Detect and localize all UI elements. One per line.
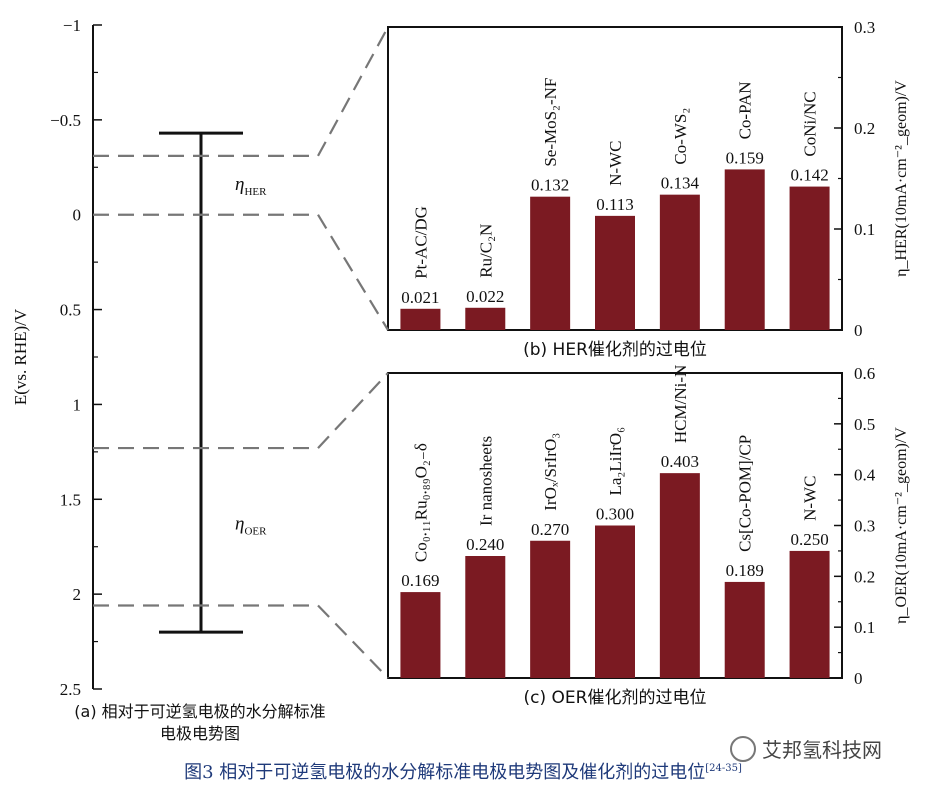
panel-c-tick-label: 0.3	[854, 517, 875, 536]
figure-caption: 图3 相对于可逆氢电极的水分解标准电极电势图及催化剂的过电位[24-35]	[0, 758, 926, 784]
panel-c-tick-label: 0.4	[854, 466, 876, 485]
panel-a-caption-line2: 电极电势图	[160, 724, 240, 743]
panel-a-y-label: E(vs. RHE)/V	[11, 308, 30, 405]
panel-b-bar	[724, 169, 765, 330]
panel-b-tick-label: 0.2	[854, 119, 875, 138]
panel-c-connector-bottom	[93, 604, 389, 679]
panel-b-value-label: 0.132	[531, 176, 569, 195]
wechat-icon	[730, 735, 756, 762]
panel-b-y-label: η_HER(10mA·cm⁻²_geom)/V	[893, 80, 910, 277]
panel-b-value-label: 0.142	[790, 166, 828, 185]
figure-caption-text: 图3 相对于可逆氢电极的水分解标准电极电势图及催化剂的过电位	[184, 762, 706, 783]
panel-c-value-label: 0.250	[790, 530, 828, 549]
panel-b-value-label: 0.134	[661, 174, 700, 193]
panel-b-connector-bottom	[93, 213, 389, 331]
panel-b-connector-top	[93, 26, 389, 158]
panel-c-value-label: 0.300	[596, 505, 634, 524]
panel-c: 0 0.1 0.2 0.3 0.4 0.5 0.6 0.169 Co₀.₁₁Ru₀.₈₉O₂₋δ…	[93, 364, 910, 708]
panel-c-tick-label: 0.6	[854, 364, 875, 383]
watermark: 艾邦氢科技网	[730, 734, 882, 763]
panel-a-tick-label: −0.5	[50, 111, 81, 130]
panel-b-bar	[595, 215, 635, 330]
panel-b-category-label: Se-MoS₂-NF	[541, 78, 560, 167]
panel-c-connector-top	[93, 372, 389, 450]
panel-c-bar	[400, 592, 441, 678]
figure-caption-refs: [24-35]	[705, 763, 742, 774]
panel-b-category-label: Pt-AC/DG	[411, 206, 430, 279]
panel-c-bar	[659, 473, 700, 678]
panel-b-category-label: CoNi/NC	[801, 91, 820, 156]
panel-b-bar	[530, 196, 571, 330]
panel-a-tick-label: 0	[73, 206, 82, 225]
watermark-text: 艾邦氢科技网	[762, 738, 882, 762]
panel-a-tick-label: 2	[73, 585, 82, 604]
panel-c-y-label: η_OER(10mA·cm⁻²_geom)/V	[893, 427, 910, 624]
panel-b-category-label: Ru/C₂N	[476, 224, 495, 278]
panel-a-caption-line1: (a) 相对于可逆氢电极的水分解标准	[74, 702, 325, 721]
panel-b-tick-label: 0.1	[854, 220, 875, 239]
panel-c-tick-label: 0.2	[854, 567, 875, 586]
panel-a-tick-label: 2.5	[60, 680, 81, 699]
panel-c-value-label: 0.169	[401, 571, 439, 590]
panel-b-bar	[465, 307, 506, 330]
panel-c-value-label: 0.189	[726, 561, 764, 580]
panel-c-category-label: HCM/Ni-N	[671, 365, 690, 443]
panel-b-category-label: Co-PAN	[736, 81, 755, 139]
panel-a-tick-label: −1	[63, 16, 81, 35]
panel-b-category-label: Co-WS₂	[671, 108, 690, 165]
panel-c-value-label: 0.240	[466, 535, 504, 554]
panel-a-eta-oer-label: ηOER	[235, 514, 267, 538]
panel-a-tick-label: 1	[73, 395, 82, 414]
panel-c-value-label: 0.403	[661, 452, 699, 471]
panel-b-bar	[659, 194, 700, 330]
panel-c-category-label: IrOₓ/SrIrO₃	[541, 433, 560, 511]
panel-b-bar	[400, 308, 441, 330]
panel-c-tick-label: 0.5	[854, 415, 875, 434]
panel-b-value-label: 0.159	[726, 148, 764, 167]
panel-a-tick-label: 0.5	[60, 301, 81, 320]
panel-c-value-label: 0.270	[531, 520, 569, 539]
panel-b-value-label: 0.021	[401, 288, 439, 307]
panel-c-category-label: La₂LiIrO₆	[606, 427, 625, 496]
panel-b: 0 0.1 0.2 0.3 0.021 Pt-AC/DG 0.022 Ru/C₂N 0.132 S…	[93, 18, 910, 360]
panel-b-tick-label: 0.3	[854, 18, 875, 37]
panel-c-category-label: Cs[Co-POM]/CP	[736, 435, 755, 552]
panel-c-category-label: Co₀.₁₁Ru₀.₈₉O₂₋δ	[411, 443, 430, 562]
panel-b-value-label: 0.113	[596, 195, 634, 214]
panel-b-value-label: 0.022	[466, 287, 504, 306]
panel-a-tick-label: 1.5	[60, 490, 81, 509]
panel-a-eta-her-label: ηHER	[235, 174, 267, 198]
panel-c-bar	[530, 540, 571, 678]
panel-c-tick-label: 0	[854, 669, 863, 688]
panel-c-caption: (c) OER催化剂的过电位	[524, 688, 707, 708]
panel-b-caption: (b) HER催化剂的过电位	[523, 340, 707, 360]
panel-c-bar	[789, 550, 830, 678]
panel-b-category-label: N-WC	[606, 141, 625, 186]
panel-c-bar	[595, 525, 635, 678]
panel-a: −1 −0.5 0 0.5 1 1.5 2 2.5 E(vs. RHE)/V ηHER ηOER (a…	[11, 16, 326, 743]
panel-b-tick-label: 0	[854, 321, 863, 340]
panel-c-category-label: N-WC	[801, 476, 820, 521]
panel-c-tick-label: 0.1	[854, 618, 875, 637]
panel-c-bar	[465, 556, 506, 678]
panel-c-category-label: Ir nanosheets	[476, 436, 495, 526]
panel-b-bar	[789, 186, 830, 330]
panel-c-bar	[724, 581, 765, 678]
